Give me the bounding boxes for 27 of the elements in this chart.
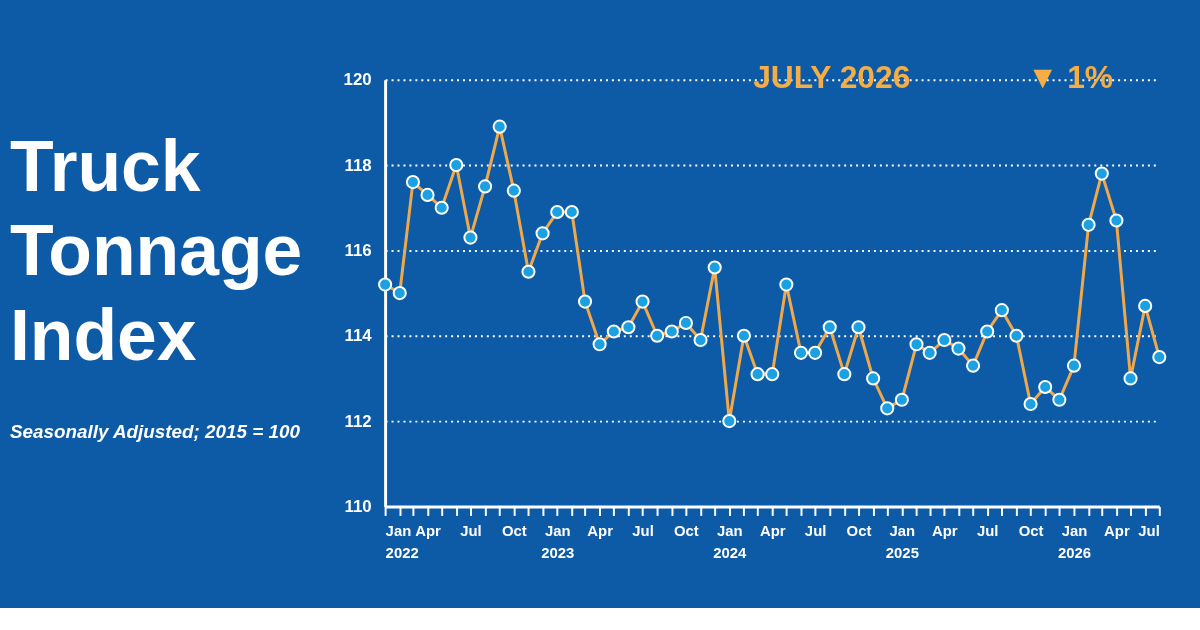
text: Seasonally Adjusted; 2015 = 100 [9, 421, 301, 442]
x-tick-label: Apr [931, 522, 958, 539]
x-tick-label: Jan 2023 [541, 522, 575, 561]
x-tick-label: Apr [1104, 522, 1130, 539]
annotation: JULY 2026 [753, 58, 911, 95]
y-tick-label: 114 [344, 326, 373, 346]
y-tick-label: 110 [344, 496, 372, 516]
x-tick-label: Oct [501, 522, 527, 539]
y-tick-label: 116 [344, 240, 372, 260]
x-tick-label: Jan 2024 [713, 522, 748, 561]
x-tick-label: Jul [976, 522, 999, 539]
x-tick-label: Jan 2026 [1057, 522, 1092, 561]
x-tick-label: Jul [460, 522, 482, 539]
x-tick-label: Jan 2025 [885, 522, 919, 561]
x-tick-label: Oct [1018, 522, 1044, 539]
x-tick-label: Jul [1138, 522, 1160, 539]
x-tick-label: Jul [632, 522, 654, 539]
y-tick-label: 112 [344, 411, 372, 431]
x-tick-label: Apr [587, 522, 614, 539]
text: Truck Tonnage Index [9, 125, 303, 375]
y-tick-label: 118 [344, 155, 372, 175]
y-tick-label: 120 [343, 70, 372, 90]
x-tick-label: Oct [846, 522, 872, 539]
x-tick-label: Apr [759, 522, 786, 539]
x-tick-label: Oct [674, 522, 699, 539]
x-tick-label: Jul [804, 522, 827, 539]
annotation: ▼ 1% [1026, 58, 1114, 95]
